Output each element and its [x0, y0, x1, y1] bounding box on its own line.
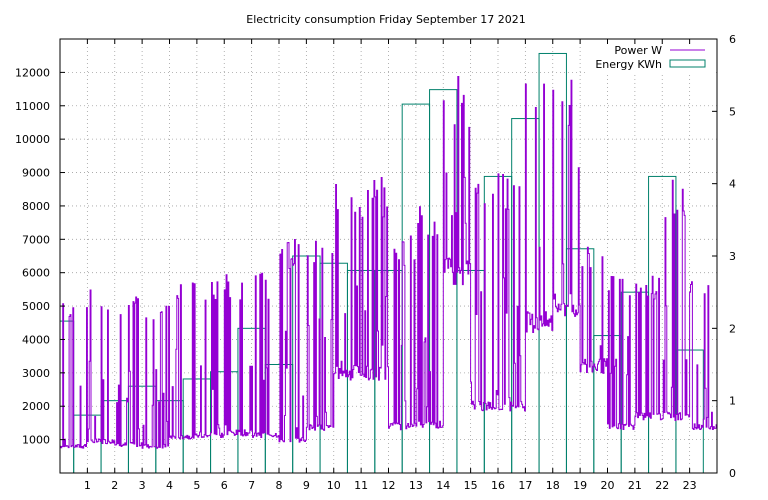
x-tick-label: 12 — [382, 479, 396, 492]
x-tick-label: 8 — [276, 479, 283, 492]
y-right-tick-label: 6 — [729, 33, 736, 46]
x-tick-label: 14 — [436, 479, 450, 492]
chart-title: Electricity consumption Friday September… — [246, 13, 525, 26]
y-left-tick-label: 1000 — [22, 434, 50, 447]
x-tick-label: 20 — [601, 479, 615, 492]
y-left-tick-label: 5000 — [22, 300, 50, 313]
legend-label-power: Power W — [614, 44, 662, 57]
x-tick-label: 10 — [327, 479, 341, 492]
y-left-tick-label: 11000 — [15, 100, 50, 113]
y-left-tick-label: 2000 — [22, 400, 50, 413]
x-tick-label: 13 — [409, 479, 423, 492]
y-right-tick-label: 1 — [729, 395, 736, 408]
x-tick-label: 11 — [354, 479, 368, 492]
y-right-tick-label: 3 — [729, 250, 736, 263]
x-tick-label: 3 — [139, 479, 146, 492]
legend-label-energy: Energy KWh — [595, 58, 662, 71]
x-tick-label: 17 — [518, 479, 532, 492]
x-tick-label: 9 — [303, 479, 310, 492]
y-right-tick-label: 5 — [729, 105, 736, 118]
legend-swatch-energy — [669, 59, 706, 68]
y-left-tick-label: 7000 — [22, 233, 50, 246]
y-left-tick-label: 4000 — [22, 333, 50, 346]
y-left-tick-label: 6000 — [22, 267, 50, 280]
y-left-tick-label: 3000 — [22, 367, 50, 380]
x-tick-label: 6 — [221, 479, 228, 492]
x-tick-label: 18 — [546, 479, 560, 492]
x-tick-label: 15 — [464, 479, 478, 492]
x-tick-label: 19 — [573, 479, 587, 492]
x-tick-label: 7 — [248, 479, 255, 492]
legend-background — [588, 44, 714, 74]
x-tick-label: 1 — [84, 479, 91, 492]
y-right-tick-label: 4 — [729, 178, 736, 191]
axes: 1 2 3 4 5 6 7 8 9 10 11 12 13 14 15 16 17 18 19 20 21 22 23100… — [15, 33, 736, 492]
power-line — [60, 76, 717, 449]
power-series-path — [60, 76, 717, 449]
x-tick-label: 5 — [193, 479, 200, 492]
y-left-tick-label: 10000 — [15, 133, 50, 146]
x-tick-label: 16 — [491, 479, 505, 492]
x-tick-label: 22 — [655, 479, 669, 492]
legend: Power W Energy KWh — [588, 44, 714, 74]
y-right-tick-label: 0 — [729, 467, 736, 480]
x-tick-label: 21 — [628, 479, 642, 492]
y-left-tick-label: 12000 — [15, 66, 50, 79]
x-tick-label: 4 — [166, 479, 173, 492]
x-tick-label: 23 — [683, 479, 697, 492]
x-tick-label: 2 — [111, 479, 118, 492]
y-left-tick-label: 8000 — [22, 200, 50, 213]
y-left-tick-label: 9000 — [22, 167, 50, 180]
y-right-tick-label: 2 — [729, 322, 736, 335]
